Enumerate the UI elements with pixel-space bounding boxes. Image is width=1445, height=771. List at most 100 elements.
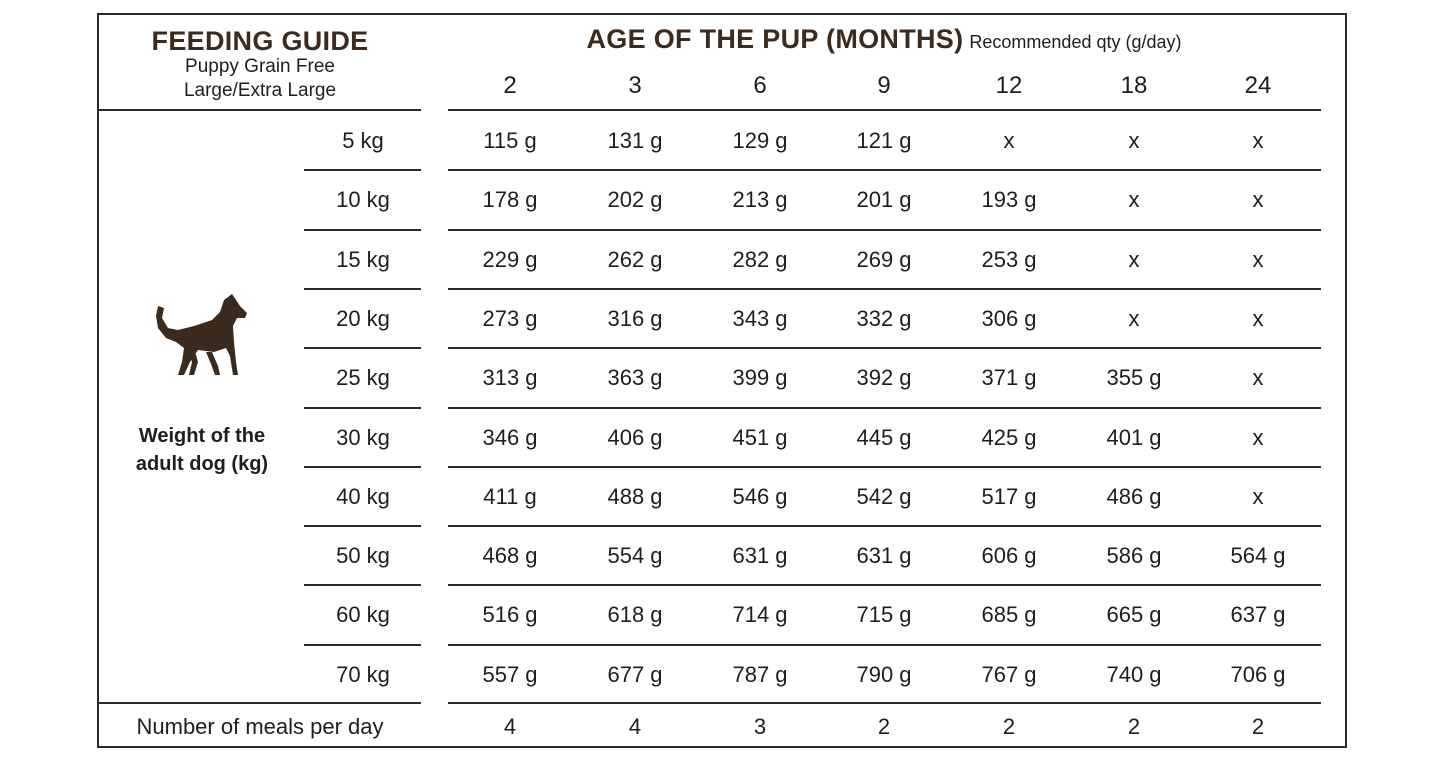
table-cell: x [1128,246,1140,272]
weight-label: 50 kg [336,543,390,569]
table-cell: 715 g [856,602,912,628]
table-cell: 554 g [607,543,663,569]
table-cell: x [1003,128,1015,153]
table-cell: 564 g [1230,543,1286,569]
table-cell: 631 g [856,543,912,569]
table-cell: 637 g [1230,602,1286,628]
table-cell: 411 g [483,483,537,509]
table-cell: 546 g [732,483,788,509]
meals-divider-left [97,702,421,704]
row-divider-right [448,584,1321,586]
age-header-cell: 18 [1120,72,1148,99]
table-cell: 178 g [482,187,538,213]
table-cell: 313 g [482,365,538,391]
weight-axis-label: Weight of the adult dog (kg) [112,422,292,478]
table-cell: 121 g [856,128,912,153]
meals-cell: 2 [1002,714,1016,739]
table-cell: x [1128,305,1140,331]
table-cell: 486 g [1106,483,1162,509]
table-cell: 714 g [732,602,788,628]
weight-label: 40 kg [336,483,390,509]
product-name: Puppy Grain Free [185,56,335,77]
feeding-guide-frame [97,13,1347,748]
meals-cell: 3 [753,714,767,739]
table-cell: 229 g [482,246,538,272]
table-cell: x [1252,187,1264,213]
row-divider-left [304,347,421,349]
table-cell: 740 g [1106,661,1162,687]
meals-cell: 2 [1127,714,1141,739]
weight-label: 70 kg [336,661,390,687]
table-cell: 262 g [607,246,663,272]
table-cell: 213 g [732,187,788,213]
weight-label: 25 kg [336,365,390,391]
table-cell: 201 g [856,187,912,213]
table-cell: 517 g [981,483,1037,509]
table-cell: 363 g [607,365,663,391]
row-divider-right [448,347,1321,349]
age-note: Recommended qty (g/day) [969,32,1182,52]
row-divider-left [304,229,421,231]
row-divider-right [448,644,1321,646]
table-cell: 115 g [483,128,537,153]
table-cell: 445 g [856,424,912,450]
table-cell: x [1128,128,1140,153]
row-divider-right [448,288,1321,290]
age-header-cell: 12 [995,72,1023,99]
table-cell: x [1252,424,1264,450]
meals-cell: 4 [503,714,517,739]
table-cell: 767 g [981,661,1037,687]
table-cell: x [1252,128,1264,153]
table-cell: 343 g [732,305,788,331]
table-cell: 631 g [732,543,788,569]
age-header-cell: 6 [753,72,767,99]
meals-cell: 4 [628,714,642,739]
row-divider-right [448,229,1321,231]
table-cell: x [1252,483,1264,509]
table-cell: 392 g [856,365,912,391]
weight-label: 30 kg [336,424,390,450]
table-cell: 332 g [856,305,912,331]
weight-label: 10 kg [336,187,390,213]
weight-label: 5 kg [342,128,384,153]
table-cell: 401 g [1106,424,1162,450]
weight-axis-label-line2: adult dog (kg) [135,453,269,475]
table-cell: 586 g [1106,543,1162,569]
row-divider-right [448,466,1321,468]
table-cell: 425 g [981,424,1037,450]
weight-label: 15 kg [336,246,390,272]
row-divider-left [304,584,421,586]
guide-title: FEEDING GUIDE [151,26,369,56]
table-cell: 787 g [732,661,788,687]
weight-label: 20 kg [336,305,390,331]
table-cell: 202 g [607,187,663,213]
meals-divider-right [448,702,1321,704]
table-cell: 269 g [856,246,912,272]
row-divider-left [304,407,421,409]
table-cell: 677 g [607,661,663,687]
table-cell: 346 g [482,424,538,450]
table-cell: 685 g [981,602,1037,628]
table-cell: x [1128,187,1140,213]
age-header-cell: 9 [877,72,891,99]
table-cell: 131 g [607,128,663,153]
age-header-cell: 2 [503,72,517,99]
table-cell: 516 g [482,602,538,628]
meals-cell: 2 [1251,714,1265,739]
table-cell: 253 g [981,246,1037,272]
row-divider-left [304,525,421,527]
table-cell: 355 g [1106,365,1162,391]
table-cell: 542 g [856,483,912,509]
table-cell: 399 g [732,365,788,391]
header-divider-right [448,109,1321,111]
table-cell: 316 g [607,305,663,331]
table-cell: 790 g [856,661,912,687]
table-cell: 193 g [981,187,1037,213]
table-cell: 468 g [482,543,538,569]
table-cell: 371 g [981,365,1037,391]
table-cell: 557 g [482,661,538,687]
table-cell: x [1252,365,1264,391]
row-divider-left [304,466,421,468]
table-cell: 406 g [607,424,663,450]
table-cell: 706 g [1230,661,1286,687]
